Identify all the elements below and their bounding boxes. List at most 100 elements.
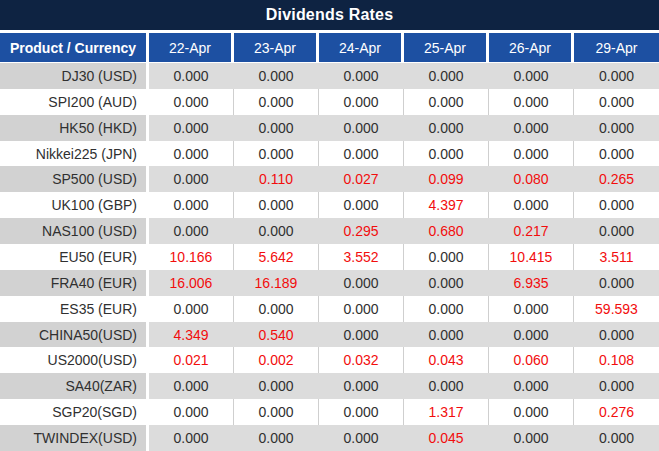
dividend-value-cell: 59.593 bbox=[574, 296, 659, 322]
table-row: NAS100 (USD)0.0000.0000.2950.6800.2170.0… bbox=[0, 218, 659, 244]
dividend-value-cell: 3.511 bbox=[574, 244, 659, 270]
dividend-value-cell: 0.080 bbox=[489, 166, 574, 192]
dividend-value-cell: 0.000 bbox=[149, 373, 234, 399]
dividend-value-cell: 10.415 bbox=[489, 244, 574, 270]
dividend-value-cell: 0.000 bbox=[489, 373, 574, 399]
dividend-value-cell: 0.000 bbox=[574, 373, 659, 399]
dividend-value-cell: 0.000 bbox=[234, 192, 319, 218]
dividend-value-cell: 0.000 bbox=[319, 373, 404, 399]
table-row: UK100 (GBP)0.0000.0000.0004.3970.0000.00… bbox=[0, 192, 659, 218]
dividend-value-cell: 0.000 bbox=[489, 399, 574, 425]
table-header-row: Product / Currency 22-Apr23-Apr24-Apr25-… bbox=[0, 33, 659, 63]
table-row: CHINA50(USD)4.3490.5400.0000.0000.0000.0… bbox=[0, 322, 659, 348]
table-body: DJ30 (USD)0.0000.0000.0000.0000.0000.000… bbox=[0, 63, 659, 451]
table-row: HK50 (HKD)0.0000.0000.0000.0000.0000.000 bbox=[0, 115, 659, 141]
column-header-date: 29-Apr bbox=[574, 33, 659, 62]
dividend-value-cell: 0.108 bbox=[574, 347, 659, 373]
dividend-value-cell: 0.000 bbox=[149, 166, 234, 192]
dividend-value-cell: 4.349 bbox=[149, 322, 234, 348]
product-cell: NAS100 (USD) bbox=[0, 218, 149, 244]
column-header-date: 22-Apr bbox=[149, 33, 234, 62]
dividend-value-cell: 6.935 bbox=[489, 270, 574, 296]
dividend-value-cell: 0.217 bbox=[489, 218, 574, 244]
dividend-value-cell: 0.000 bbox=[489, 63, 574, 89]
column-header-date: 26-Apr bbox=[489, 33, 574, 62]
dividend-value-cell: 0.000 bbox=[234, 425, 319, 451]
dividend-value-cell: 5.642 bbox=[234, 244, 319, 270]
dividend-value-cell: 0.110 bbox=[234, 166, 319, 192]
dividend-value-cell: 0.000 bbox=[574, 425, 659, 451]
column-header-date: 24-Apr bbox=[319, 33, 404, 62]
dividend-value-cell: 0.000 bbox=[489, 89, 574, 115]
dividend-value-cell: 0.000 bbox=[404, 141, 489, 167]
dividend-value-cell: 0.000 bbox=[149, 89, 234, 115]
table-row: DJ30 (USD)0.0000.0000.0000.0000.0000.000 bbox=[0, 63, 659, 89]
dividend-value-cell: 0.000 bbox=[319, 115, 404, 141]
dividend-value-cell: 0.000 bbox=[404, 63, 489, 89]
dividend-value-cell: 0.000 bbox=[149, 218, 234, 244]
dividend-value-cell: 0.000 bbox=[319, 322, 404, 348]
dividend-value-cell: 0.000 bbox=[404, 89, 489, 115]
table-row: SPI200 (AUD)0.0000.0000.0000.0000.0000.0… bbox=[0, 89, 659, 115]
dividend-value-cell: 3.552 bbox=[319, 244, 404, 270]
dividend-value-cell: 0.000 bbox=[149, 192, 234, 218]
product-cell: UK100 (GBP) bbox=[0, 192, 149, 218]
dividend-value-cell: 0.000 bbox=[404, 296, 489, 322]
product-cell: SPI200 (AUD) bbox=[0, 89, 149, 115]
product-cell: FRA40 (EUR) bbox=[0, 270, 149, 296]
dividend-value-cell: 0.000 bbox=[319, 63, 404, 89]
dividend-value-cell: 0.276 bbox=[574, 399, 659, 425]
dividend-value-cell: 0.000 bbox=[319, 141, 404, 167]
product-cell: SP500 (USD) bbox=[0, 166, 149, 192]
dividend-value-cell: 0.000 bbox=[319, 89, 404, 115]
product-cell: ES35 (EUR) bbox=[0, 296, 149, 322]
dividend-value-cell: 0.032 bbox=[319, 347, 404, 373]
product-cell: TWINDEX(USD) bbox=[0, 425, 149, 451]
dividend-value-cell: 0.540 bbox=[234, 322, 319, 348]
dividend-value-cell: 0.000 bbox=[489, 296, 574, 322]
dividend-value-cell: 0.002 bbox=[234, 347, 319, 373]
table-row: Nikkei225 (JPN)0.0000.0000.0000.0000.000… bbox=[0, 141, 659, 167]
product-cell: EU50 (EUR) bbox=[0, 244, 149, 270]
dividend-value-cell: 0.000 bbox=[489, 192, 574, 218]
dividend-value-cell: 0.000 bbox=[404, 270, 489, 296]
dividend-value-cell: 0.021 bbox=[149, 347, 234, 373]
dividend-value-cell: 0.000 bbox=[234, 218, 319, 244]
dividend-value-cell: 0.000 bbox=[149, 63, 234, 89]
table-row: FRA40 (EUR)16.00616.1890.0000.0006.9350.… bbox=[0, 270, 659, 296]
dividend-value-cell: 0.000 bbox=[574, 192, 659, 218]
dividend-value-cell: 0.000 bbox=[319, 270, 404, 296]
dividend-value-cell: 0.099 bbox=[404, 166, 489, 192]
dividend-value-cell: 0.000 bbox=[489, 322, 574, 348]
dividend-value-cell: 0.295 bbox=[319, 218, 404, 244]
dividend-value-cell: 0.265 bbox=[574, 166, 659, 192]
product-cell: HK50 (HKD) bbox=[0, 115, 149, 141]
dividend-value-cell: 0.000 bbox=[234, 89, 319, 115]
dividend-value-cell: 4.397 bbox=[404, 192, 489, 218]
dividend-value-cell: 16.189 bbox=[234, 270, 319, 296]
dividend-value-cell: 0.000 bbox=[319, 192, 404, 218]
table-row: US2000(USD)0.0210.0020.0320.0430.0600.10… bbox=[0, 347, 659, 373]
column-header-product-currency: Product / Currency bbox=[0, 33, 149, 62]
table-row: SA40(ZAR)0.0000.0000.0000.0000.0000.000 bbox=[0, 373, 659, 399]
dividend-value-cell: 10.166 bbox=[149, 244, 234, 270]
dividend-value-cell: 0.000 bbox=[574, 63, 659, 89]
dividend-value-cell: 0.000 bbox=[574, 218, 659, 244]
dividend-value-cell: 0.045 bbox=[404, 425, 489, 451]
dividend-value-cell: 0.000 bbox=[149, 296, 234, 322]
dividend-value-cell: 0.000 bbox=[574, 89, 659, 115]
dividend-value-cell: 0.000 bbox=[489, 425, 574, 451]
table-row: SP500 (USD)0.0000.1100.0270.0990.0800.26… bbox=[0, 166, 659, 192]
dividend-value-cell: 0.000 bbox=[404, 373, 489, 399]
dividend-value-cell: 0.000 bbox=[489, 115, 574, 141]
dividend-value-cell: 0.000 bbox=[149, 425, 234, 451]
product-cell: DJ30 (USD) bbox=[0, 63, 149, 89]
dividend-value-cell: 0.000 bbox=[149, 115, 234, 141]
dividend-value-cell: 16.006 bbox=[149, 270, 234, 296]
dividend-value-cell: 0.000 bbox=[319, 296, 404, 322]
dividend-value-cell: 0.027 bbox=[319, 166, 404, 192]
dividend-value-cell: 0.000 bbox=[404, 322, 489, 348]
dividend-value-cell: 0.000 bbox=[234, 115, 319, 141]
dividend-value-cell: 0.000 bbox=[404, 244, 489, 270]
product-cell: US2000(USD) bbox=[0, 347, 149, 373]
